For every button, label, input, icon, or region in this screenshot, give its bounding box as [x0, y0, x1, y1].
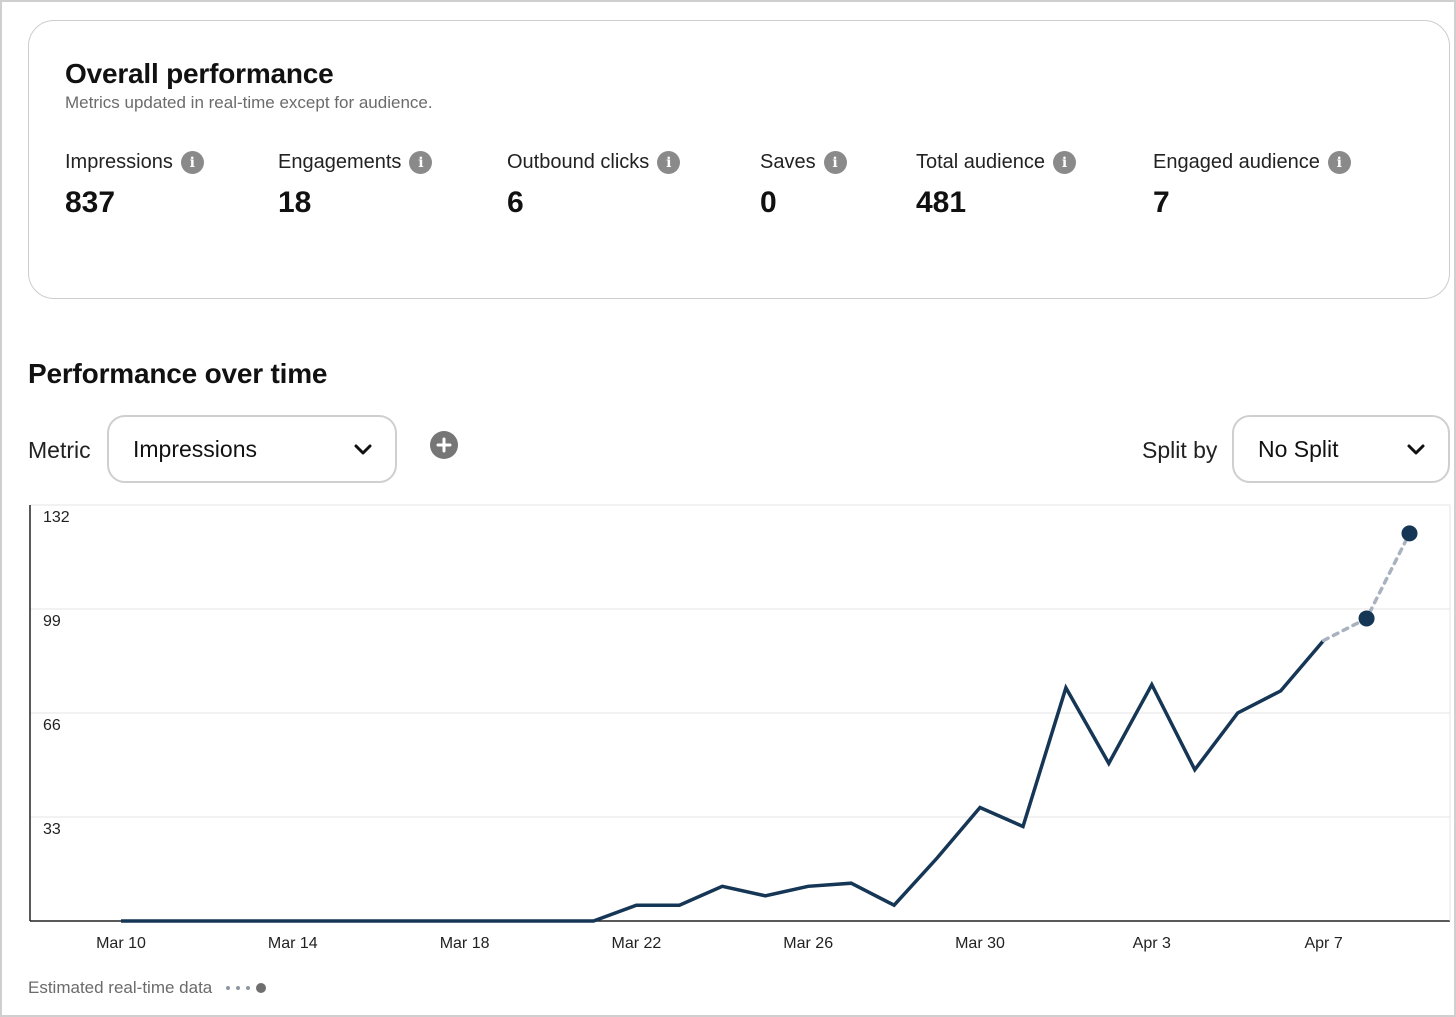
metric-total-audience: Total audience i 481	[916, 151, 1076, 220]
x-tick-label: Mar 10	[96, 935, 146, 952]
x-tick-label: Mar 18	[440, 935, 490, 952]
performance-over-time-title: Performance over time	[28, 358, 328, 389]
metric-value: 837	[65, 186, 116, 219]
info-icon[interactable]: i	[1327, 151, 1351, 174]
metric-value: 18	[278, 186, 312, 219]
metric-outbound-clicks: Outbound clicks i 6	[507, 151, 681, 220]
metric-label: Engagements	[278, 151, 402, 173]
metric-dropdown[interactable]: Impressions	[107, 415, 397, 483]
metric-select-label: Metric	[28, 437, 91, 463]
y-tick-label: 132	[43, 509, 70, 526]
overall-performance-title: Overall performance	[65, 58, 334, 89]
y-tick-label: 33	[43, 821, 61, 838]
split-by-label: Split by	[1142, 437, 1218, 463]
metric-label: Outbound clicks	[507, 151, 650, 173]
split-by-dropdown-value: No Split	[1258, 435, 1339, 462]
estimated-data-point	[1358, 610, 1375, 627]
estimated-data-label: Estimated real-time data	[28, 978, 213, 997]
y-tick-label: 99	[43, 613, 61, 630]
y-tick-label: 66	[43, 717, 61, 734]
info-icon[interactable]: i	[657, 151, 681, 174]
chart-legend: Estimated real-time data	[28, 978, 274, 998]
metric-label: Saves	[760, 151, 816, 173]
info-icon[interactable]: i	[409, 151, 433, 174]
x-tick-label: Mar 26	[783, 935, 833, 952]
info-icon[interactable]: i	[180, 151, 204, 174]
metric-label: Impressions	[65, 151, 173, 173]
metric-dropdown-value: Impressions	[133, 435, 257, 462]
metric-saves: Saves i 0	[760, 151, 847, 220]
add-metric-button[interactable]	[430, 431, 458, 459]
chevron-down-icon	[1407, 444, 1425, 455]
chevron-down-icon	[354, 444, 372, 455]
impressions-series-line	[121, 639, 1325, 923]
x-tick-label: Mar 22	[612, 935, 662, 952]
metric-value: 481	[916, 186, 967, 219]
metric-value: 6	[507, 186, 524, 219]
info-icon[interactable]: i	[1052, 151, 1076, 174]
info-icon[interactable]: i	[823, 151, 847, 174]
overall-performance-subtitle: Metrics updated in real-time except for …	[65, 93, 433, 112]
x-tick-label: Mar 14	[268, 935, 318, 952]
performance-line-chart: 33 66 99 132 Mar 10 Mar 14 Mar 18 Mar 22 Mar 26 M…	[29, 504, 1451, 952]
overall-performance-card: Overall performance Metrics updated in r…	[28, 20, 1450, 299]
metric-impressions: Impressions i 837	[65, 151, 204, 220]
x-tick-label: Mar 30	[955, 935, 1005, 952]
x-tick-label: Apr 7	[1304, 935, 1342, 952]
metric-value: 7	[1153, 186, 1170, 219]
estimated-line-swatch	[226, 983, 267, 993]
metric-value: 0	[760, 186, 777, 219]
performance-chart: 33 66 99 132 Mar 10 Mar 14 Mar 18 Mar 22 Mar 26 M…	[0, 500, 1456, 970]
metric-engaged-audience: Engaged audience i 7	[1153, 151, 1351, 220]
x-tick-label: Apr 3	[1133, 935, 1171, 952]
metric-label: Total audience	[916, 151, 1045, 173]
split-by-dropdown[interactable]: No Split	[1232, 415, 1450, 483]
plus-icon	[436, 437, 452, 453]
metric-engagements: Engagements i 18	[278, 151, 433, 220]
metric-label: Engaged audience	[1153, 151, 1320, 173]
estimated-data-point	[1401, 525, 1418, 542]
